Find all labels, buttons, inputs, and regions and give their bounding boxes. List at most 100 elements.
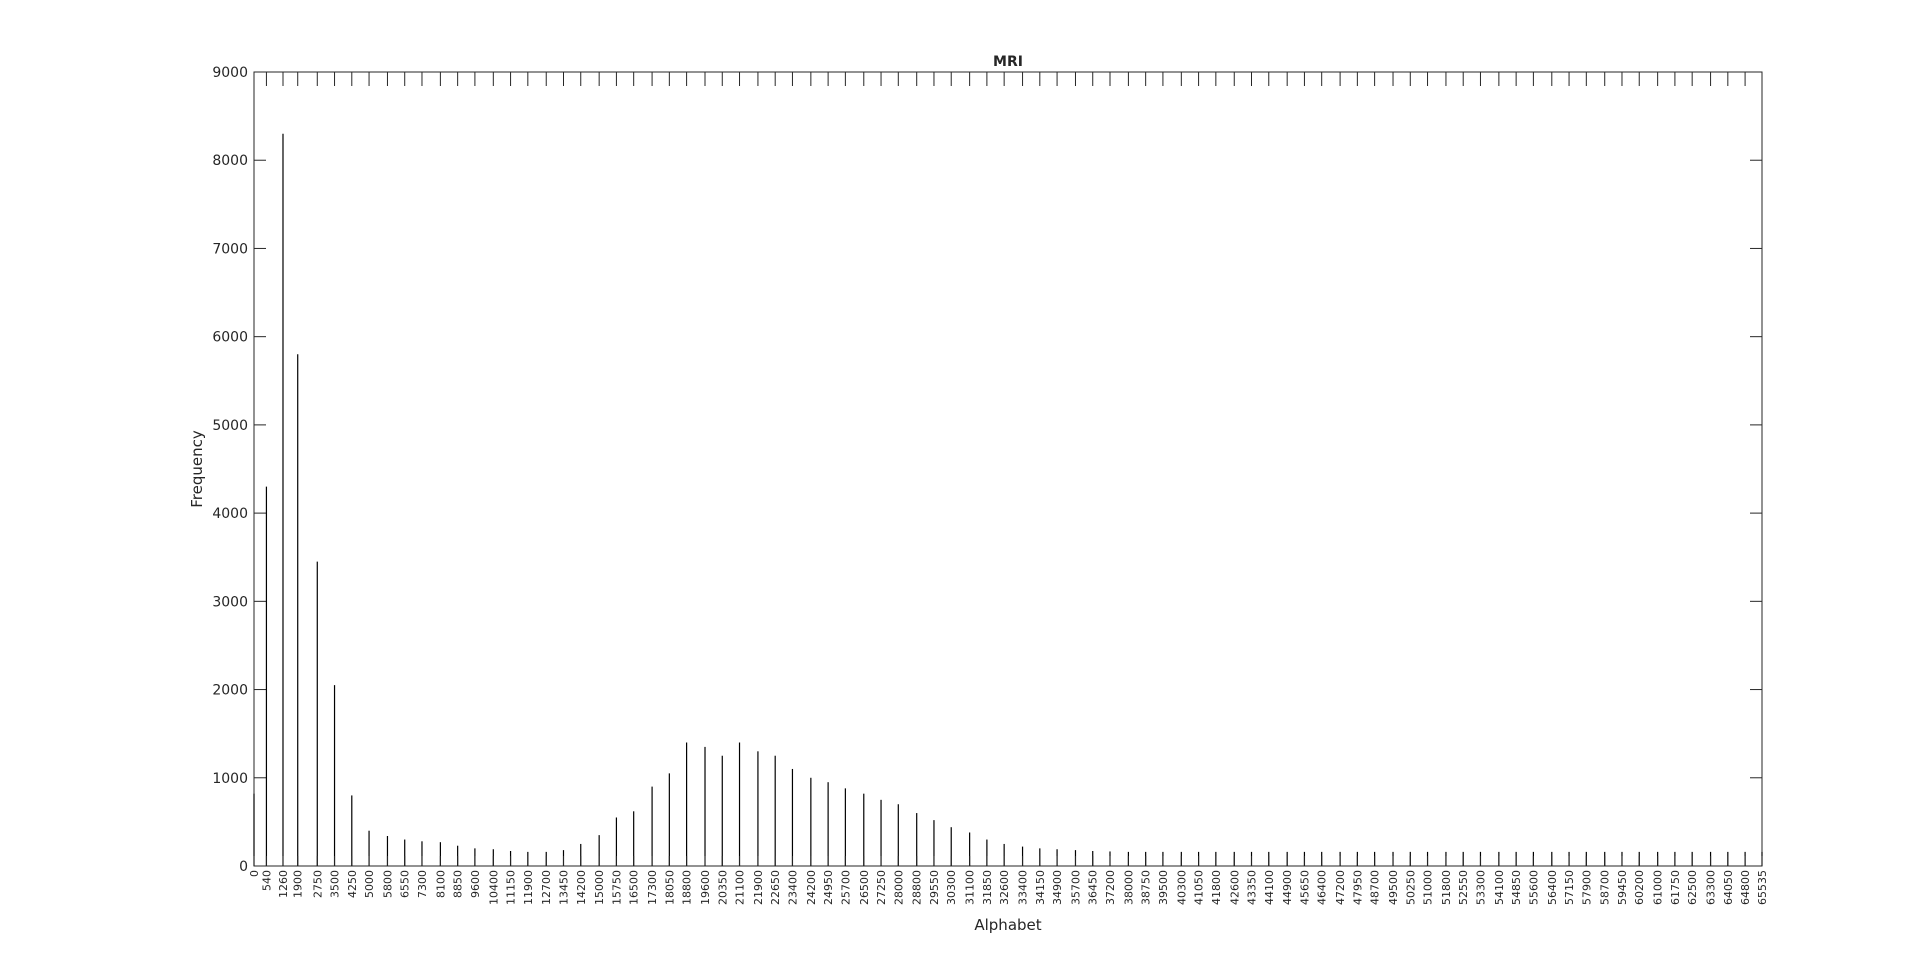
x-tick-label: 1260 (277, 870, 290, 898)
x-tick-label: 44900 (1281, 870, 1294, 905)
x-tick-label: 63300 (1705, 870, 1718, 905)
x-tick-label: 54100 (1493, 870, 1506, 905)
x-tick-label: 11900 (522, 870, 535, 905)
x-tick-label: 13450 (557, 870, 570, 905)
x-tick-label: 51800 (1440, 870, 1453, 905)
x-tick-label: 34150 (1034, 870, 1047, 905)
x-tick-label: 24950 (822, 870, 835, 905)
x-tick-label: 62500 (1686, 870, 1699, 905)
x-tick-label: 16500 (628, 870, 641, 905)
x-tick-label: 43350 (1246, 870, 1259, 905)
x-tick-label: 540 (260, 870, 273, 891)
x-tick-label: 37200 (1104, 870, 1117, 905)
x-tick-label: 46400 (1316, 870, 1329, 905)
x-tick-label: 47200 (1334, 870, 1347, 905)
x-tick-label: 21900 (752, 870, 765, 905)
x-tick-label: 17300 (646, 870, 659, 905)
y-tick-label: 2000 (212, 683, 248, 699)
x-tick-label: 15000 (593, 870, 606, 905)
x-tick-label: 33400 (1017, 870, 1030, 905)
x-tick-label: 10400 (487, 870, 500, 905)
x-tick-label: 6550 (399, 870, 412, 898)
y-tick-label: 9000 (212, 65, 248, 81)
x-tick-label: 54850 (1510, 870, 1523, 905)
x-tick-label: 18800 (681, 870, 694, 905)
x-tick-label: 23400 (786, 870, 799, 905)
x-tick-label: 45650 (1298, 870, 1311, 905)
x-tick-label: 59450 (1616, 870, 1629, 905)
x-tick-label: 8850 (452, 870, 465, 898)
x-tick-label: 25700 (839, 870, 852, 905)
x-tick-label: 7300 (416, 870, 429, 898)
x-tick-label: 18050 (663, 870, 676, 905)
x-tick-label: 9600 (469, 870, 482, 898)
x-tick-label: 64050 (1722, 870, 1735, 905)
x-tick-label: 0 (248, 870, 261, 877)
y-tick-label: 1000 (212, 771, 248, 787)
x-tick-label: 55600 (1527, 870, 1540, 905)
x-axis-label: Alphabet (974, 916, 1041, 934)
x-tick-label: 30300 (945, 870, 958, 905)
x-tick-label: 20350 (716, 870, 729, 905)
x-tick-label: 22650 (769, 870, 782, 905)
y-tick-label: 5000 (212, 418, 248, 434)
x-tick-label: 58700 (1599, 870, 1612, 905)
x-tick-label: 38750 (1140, 870, 1153, 905)
x-tick-label: 57900 (1580, 870, 1593, 905)
x-tick-label: 52550 (1457, 870, 1470, 905)
x-tick-label: 36450 (1087, 870, 1100, 905)
x-tick-label: 39500 (1157, 870, 1170, 905)
x-tick-label: 42600 (1228, 870, 1241, 905)
x-tick-label: 61000 (1652, 870, 1665, 905)
y-tick-label: 7000 (212, 241, 248, 257)
x-tick-label: 40300 (1175, 870, 1188, 905)
x-tick-label: 14200 (575, 870, 588, 905)
x-tick-label: 35700 (1069, 870, 1082, 905)
x-tick-label: 41800 (1210, 870, 1223, 905)
x-tick-label: 24200 (805, 870, 818, 905)
x-tick-label: 15750 (610, 870, 623, 905)
x-tick-label: 64800 (1739, 870, 1752, 905)
x-tick-label: 41050 (1193, 870, 1206, 905)
x-tick-label: 34900 (1051, 870, 1064, 905)
y-tick-label: 4000 (212, 506, 248, 522)
x-tick-label: 3500 (329, 870, 342, 898)
x-tick-label: 50250 (1404, 870, 1417, 905)
x-tick-label: 60200 (1633, 870, 1646, 905)
y-axis-label: Frequency (188, 430, 206, 508)
x-tick-label: 56400 (1546, 870, 1559, 905)
x-tick-label: 1900 (292, 870, 305, 898)
x-tick-label: 5000 (363, 870, 376, 898)
x-tick-label: 12700 (540, 870, 553, 905)
x-tick-label: 19600 (699, 870, 712, 905)
x-tick-label: 26500 (858, 870, 871, 905)
x-tick-label: 27250 (875, 870, 888, 905)
x-tick-label: 61750 (1669, 870, 1682, 905)
x-tick-label: 65535 (1756, 870, 1769, 905)
y-tick-label: 3000 (212, 594, 248, 610)
x-tick-label: 32600 (998, 870, 1011, 905)
x-tick-label: 57150 (1563, 870, 1576, 905)
chart-title: MRI (993, 54, 1023, 70)
x-tick-label: 4250 (346, 870, 359, 898)
x-tick-label: 8100 (434, 870, 447, 898)
x-tick-label: 53300 (1474, 870, 1487, 905)
x-tick-label: 28800 (911, 870, 924, 905)
x-tick-label: 49500 (1387, 870, 1400, 905)
x-tick-label: 51000 (1422, 870, 1435, 905)
x-tick-label: 48700 (1369, 870, 1382, 905)
x-tick-label: 44100 (1263, 870, 1276, 905)
x-tick-label: 2750 (311, 870, 324, 898)
y-tick-label: 6000 (212, 330, 248, 346)
y-tick-label: 0 (239, 859, 248, 875)
plot-frame (253, 71, 1763, 867)
x-tick-label: 28000 (892, 870, 905, 905)
x-tick-label: 31100 (964, 870, 977, 905)
x-tick-label: 5800 (381, 870, 394, 898)
x-tick-label: 47950 (1351, 870, 1364, 905)
x-tick-label: 11150 (505, 870, 518, 905)
x-tick-label: 21100 (734, 870, 747, 905)
